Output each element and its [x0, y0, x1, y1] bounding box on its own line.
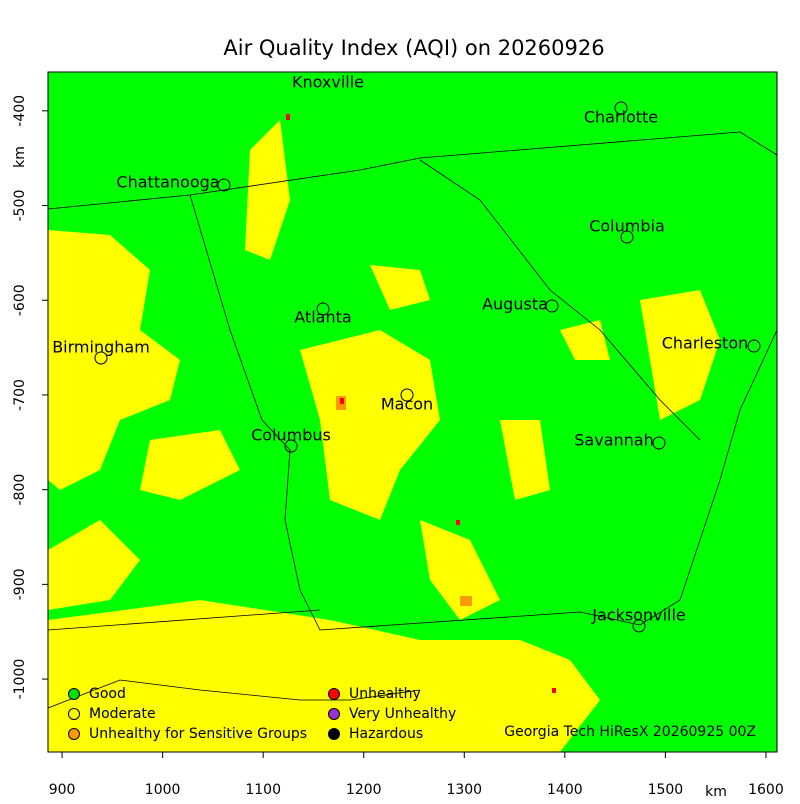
legend-label: Unhealthy for Sensitive Groups [89, 726, 307, 742]
legend-swatch [68, 688, 80, 700]
legend-label: Moderate [89, 706, 156, 722]
title: Air Quality Index (AQI) on 20260926 [223, 36, 604, 60]
city-label: Macon [381, 395, 433, 414]
legend-swatch [328, 688, 340, 700]
legend-swatch [328, 708, 340, 720]
legend-label: Unhealthy [349, 686, 421, 702]
y-tick-label: -400 [12, 95, 28, 127]
city-label: Charlotte [584, 108, 658, 127]
x-tick-label: 1200 [346, 782, 382, 798]
credit: Georgia Tech HiResX 20260925 00Z [504, 724, 756, 740]
x-tick-label: 1500 [648, 782, 684, 798]
y-axis-label: km [12, 146, 28, 168]
city-label: Atlanta [294, 308, 351, 327]
legend-label: Very Unhealthy [349, 706, 456, 722]
y-tick-label: -900 [12, 568, 28, 600]
city-label: Chattanooga [116, 173, 219, 192]
legend-swatch [328, 728, 340, 740]
city-labels: Knoxville Charlotte Chattanooga Columbia… [52, 73, 748, 625]
legend-swatch [68, 708, 80, 720]
legend-swatch [68, 728, 80, 740]
legend-label: Good [89, 686, 126, 702]
legend-label: Hazardous [349, 726, 423, 742]
x-axis-label: km [705, 784, 727, 800]
x-tick-label: 900 [49, 782, 76, 798]
city-label: Knoxville [292, 73, 364, 92]
city-label: Columbus [251, 426, 331, 445]
map-field [47, 71, 778, 753]
y-tick-label: -800 [12, 474, 28, 506]
city-label: Augusta [482, 295, 548, 314]
city-label: Birmingham [52, 338, 150, 357]
city-label: Jacksonville [591, 606, 686, 625]
x-tick-label: 1000 [145, 782, 181, 798]
city-label: Columbia [589, 217, 665, 236]
y-tick-label: -500 [12, 190, 28, 222]
y-tick-label: -1000 [12, 659, 28, 700]
x-tick-label: 1400 [547, 782, 583, 798]
y-tick-label: -600 [12, 284, 28, 316]
city-label: Savannah [574, 431, 653, 450]
city-label: Charleston [662, 334, 749, 353]
x-tick-label: 1600 [748, 782, 784, 798]
x-tick-label: 1100 [245, 782, 281, 798]
x-tick-label: 1300 [446, 782, 482, 798]
city-markers [94, 101, 761, 633]
y-tick-label: -700 [12, 379, 28, 411]
